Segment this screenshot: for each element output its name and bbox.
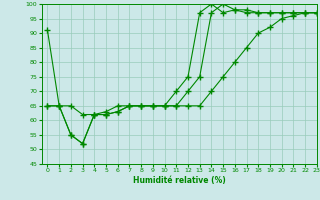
X-axis label: Humidité relative (%): Humidité relative (%) <box>133 176 226 185</box>
